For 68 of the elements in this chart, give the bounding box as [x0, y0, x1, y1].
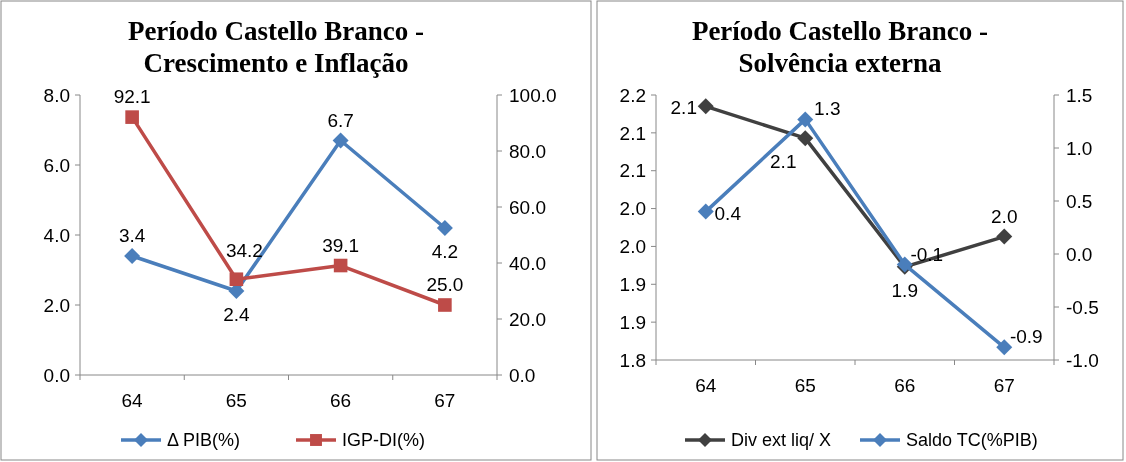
x-tick-label: 65	[225, 390, 247, 411]
data-label: 2.1	[670, 97, 697, 119]
y2-tick-label: 0.5	[1066, 190, 1093, 212]
point	[436, 220, 453, 236]
x-tick-label: 67	[434, 390, 456, 411]
y-tick-label: 1.8	[619, 349, 646, 371]
point	[125, 110, 139, 124]
y-tick-label: 2.1	[619, 160, 646, 182]
point	[996, 228, 1013, 245]
y-tick-label: 8.0	[43, 84, 70, 106]
chart-title: Período Castello Branco - Crescimento e Inflação	[127, 16, 425, 78]
data-label: 3.4	[118, 225, 146, 246]
y2-tick-label: 0.0	[1066, 243, 1093, 265]
data-label: 25.0	[426, 274, 464, 295]
x-tick-label: 67	[993, 375, 1015, 396]
y-tick-label: 1.9	[619, 311, 646, 333]
data-label: 2.1	[770, 151, 797, 173]
point	[797, 130, 814, 147]
legend-label: Δ PIB(%)	[167, 430, 241, 451]
y-tick-label: 4.0	[43, 224, 70, 246]
data-label: 2.4	[223, 304, 251, 325]
x-tick-label: 64	[695, 375, 717, 396]
y-tick-label: 1.9	[619, 273, 646, 295]
data-label: 1.3	[814, 98, 841, 120]
point	[124, 248, 141, 264]
y-tick-label: 2.0	[619, 198, 646, 220]
data-label: 6.7	[327, 109, 354, 131]
data-label: 34.2	[225, 240, 263, 262]
y-tick-label: 2.1	[619, 122, 646, 144]
point	[333, 258, 348, 273]
y2-tick-label: 0.0	[509, 364, 536, 386]
y2-tick-label: 80.0	[509, 140, 546, 162]
data-label: -0.9	[1009, 326, 1043, 348]
y2-tick-label: 1.0	[1066, 137, 1093, 159]
y-tick-label: 2.2	[619, 84, 646, 106]
x-tick-label: 65	[794, 375, 816, 396]
point	[229, 272, 244, 287]
legend-label: Div ext liq/ X	[731, 430, 832, 451]
point	[996, 339, 1013, 356]
point	[797, 111, 814, 128]
legend-label: Saldo TC(%PIB)	[906, 430, 1038, 451]
y-tick-label: 6.0	[43, 154, 70, 176]
y-tick-label: 0.0	[43, 364, 70, 386]
y2-tick-label: -1.0	[1066, 349, 1099, 371]
y2-tick-label: 1.5	[1066, 84, 1093, 106]
point	[332, 132, 349, 149]
data-label: 92.1	[113, 86, 151, 108]
data-label: 2.0	[991, 205, 1018, 227]
y-tick-label: 2.0	[43, 294, 70, 316]
data-label: 4.2	[431, 241, 459, 262]
point	[438, 298, 452, 312]
y2-tick-label: 20.0	[509, 308, 546, 330]
y2-tick-label: -0.5	[1066, 296, 1099, 318]
data-label: 39.1	[322, 234, 360, 256]
data-label: 1.9	[891, 279, 918, 301]
x-tick-label: 66	[330, 390, 352, 411]
y2-tick-label: 40.0	[509, 252, 546, 274]
y2-tick-label: 100.0	[509, 84, 557, 106]
legend-label: IGP-DI(%)	[342, 430, 425, 451]
data-label: 0.4	[714, 202, 742, 224]
y2-tick-label: 60.0	[509, 196, 546, 218]
x-tick-label: 66	[894, 375, 916, 396]
data-label: -0.1	[910, 243, 944, 265]
chart-title: Período Castello Branco - Solvência externa	[691, 16, 989, 78]
point	[697, 203, 714, 220]
y-tick-label: 2.0	[619, 236, 646, 258]
point	[697, 98, 714, 115]
x-tick-label: 64	[121, 390, 144, 411]
